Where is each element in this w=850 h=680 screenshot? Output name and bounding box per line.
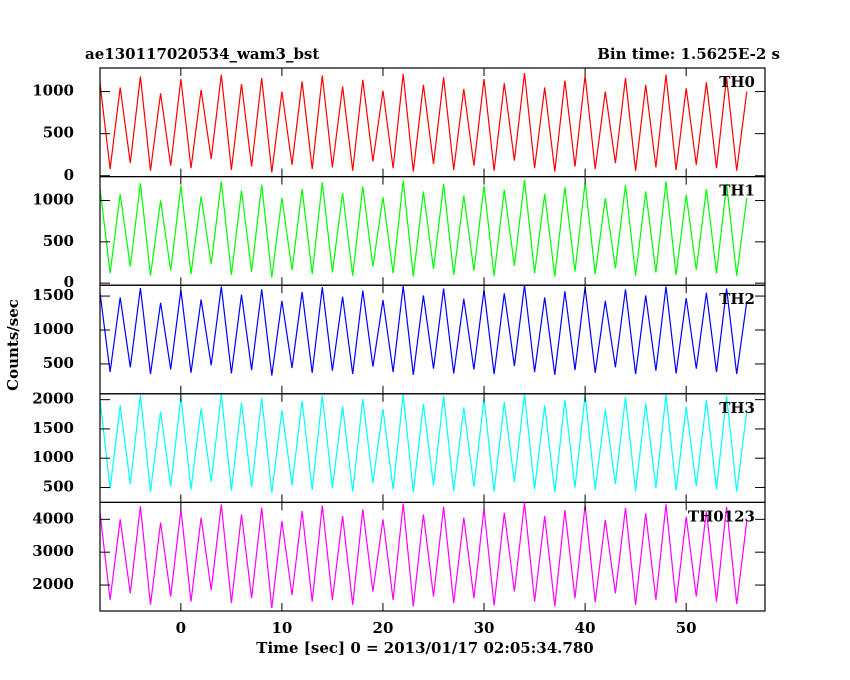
- series-line: [99, 73, 748, 173]
- x-tick-label: 30: [474, 619, 495, 637]
- panel-frame: [99, 284, 766, 395]
- panel-frame: [99, 393, 766, 503]
- series-line: [99, 285, 748, 376]
- y-tick-label: 0: [64, 273, 74, 291]
- chart-title: ae130117020534_wam3_bst: [85, 45, 319, 63]
- panel-label: TH1: [719, 182, 755, 200]
- y-tick-label: 500: [43, 232, 74, 250]
- y-tick-label: 1000: [32, 448, 74, 466]
- x-tick-label: 20: [373, 619, 394, 637]
- y-tick-label: 1000: [32, 191, 74, 209]
- y-tick-label: 2000: [32, 575, 74, 593]
- x-tick-label: 10: [271, 619, 292, 637]
- series-line: [99, 502, 748, 609]
- y-tick-label: 4000: [32, 509, 74, 527]
- x-tick-label: 40: [575, 619, 596, 637]
- y-tick-label: 2000: [32, 390, 74, 408]
- series-line: [99, 394, 748, 493]
- chart-subtitle: Bin time: 1.5625E-2 s: [597, 45, 780, 63]
- panel-label: TH0123: [688, 507, 755, 525]
- x-tick-label: 50: [676, 619, 697, 637]
- x-axis-label: Time [sec] 0 = 2013/01/17 02:05:34.780: [256, 639, 593, 657]
- y-tick-label: 3000: [32, 542, 74, 560]
- x-tick-label: 0: [176, 619, 186, 637]
- y-tick-label: 1500: [32, 419, 74, 437]
- series-line: [99, 179, 748, 278]
- y-axis-label: Counts/sec: [4, 299, 22, 391]
- y-tick-label: 1000: [32, 82, 74, 100]
- y-tick-label: 0: [64, 166, 74, 184]
- panel-label: TH0: [719, 73, 755, 91]
- panel-label: TH2: [719, 290, 755, 308]
- y-tick-label: 500: [43, 354, 74, 372]
- y-tick-label: 500: [43, 477, 74, 495]
- y-tick-label: 500: [43, 124, 74, 142]
- panel-label: TH3: [719, 399, 755, 417]
- panel-frame: [99, 501, 766, 612]
- y-tick-label: 1500: [32, 286, 74, 304]
- y-tick-label: 1000: [32, 320, 74, 338]
